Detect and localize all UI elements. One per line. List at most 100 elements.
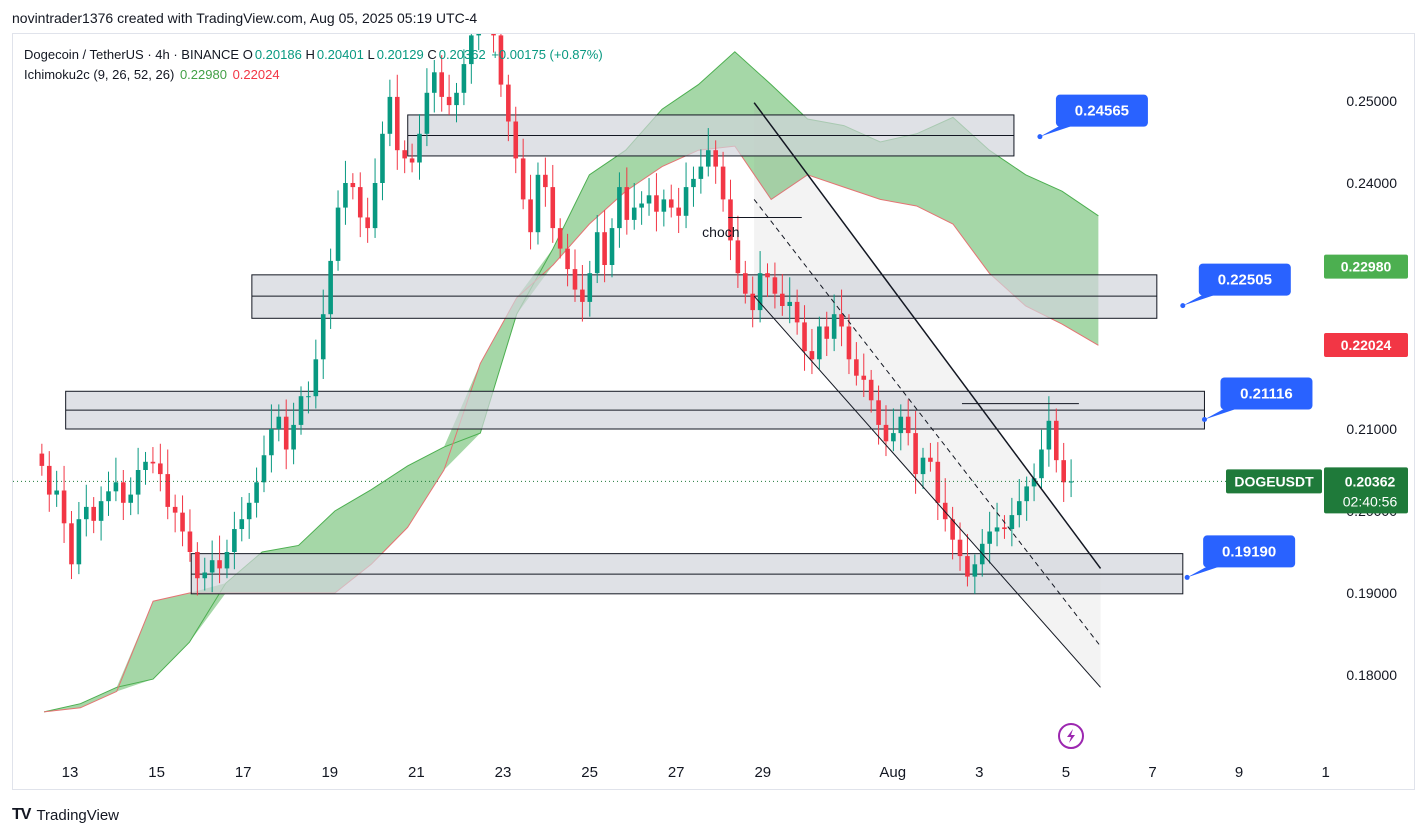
- candle: [39, 443, 45, 476]
- candle: [269, 404, 274, 473]
- candle: [165, 449, 171, 520]
- candle: [394, 74, 400, 170]
- ichimoku-cloud: [44, 51, 1099, 712]
- candle: [587, 260, 593, 317]
- candle-body: [742, 273, 748, 294]
- candle-body: [461, 64, 467, 93]
- candle: [846, 314, 852, 375]
- candle-body: [165, 474, 171, 507]
- candle-body: [224, 552, 230, 569]
- callout-box-3: [1220, 377, 1313, 410]
- callout-pointer-4: [1187, 565, 1224, 578]
- candle-body: [121, 482, 126, 503]
- candle: [291, 402, 296, 465]
- trendline-channel-upper: [753, 102, 1102, 569]
- candle: [187, 509, 193, 562]
- candle-body: [802, 322, 807, 352]
- x-tick-label: 25: [581, 764, 598, 781]
- candle: [868, 369, 874, 413]
- candle: [713, 140, 718, 184]
- candle: [728, 179, 733, 261]
- candle-body: [831, 314, 837, 339]
- candle-body: [543, 174, 548, 188]
- candle: [135, 447, 141, 515]
- x-tick-label: Aug: [879, 764, 906, 781]
- candle: [787, 277, 793, 324]
- candle: [506, 74, 511, 142]
- candle-body: [713, 150, 718, 167]
- candle: [1024, 476, 1029, 521]
- candle: [520, 138, 526, 210]
- candle: [424, 68, 430, 147]
- candle: [543, 157, 548, 207]
- candle-body: [158, 463, 163, 475]
- candle: [809, 328, 815, 375]
- candle: [454, 82, 459, 123]
- candle: [432, 60, 437, 113]
- candle: [380, 121, 385, 201]
- candle: [920, 447, 926, 489]
- candle: [631, 183, 637, 230]
- x-tick-label: 21: [408, 764, 425, 781]
- candle: [580, 265, 585, 322]
- candle: [765, 263, 770, 297]
- candle-body: [276, 416, 282, 429]
- candle: [365, 197, 370, 243]
- candle-body: [565, 248, 570, 270]
- candle: [498, 34, 504, 97]
- legend-indicator-row: Ichimoku2c (9, 26, 52, 26) 0.22980 0.220…: [24, 65, 603, 85]
- price-tag-value: 0.20362: [1345, 473, 1396, 489]
- candle-body: [217, 560, 222, 569]
- candle-body: [209, 560, 215, 573]
- callout-pointer-2: [1182, 293, 1219, 306]
- candle-body: [557, 228, 563, 249]
- candle-body: [728, 199, 733, 241]
- candle-body: [809, 351, 815, 360]
- candle: [854, 342, 859, 386]
- candle-body: [965, 556, 970, 577]
- candle: [91, 497, 96, 534]
- candle-body: [787, 301, 793, 306]
- candle-body: [920, 457, 926, 475]
- candle-body: [365, 217, 370, 229]
- candle-body: [528, 199, 533, 233]
- candle: [831, 294, 837, 352]
- candle: [742, 260, 748, 304]
- candle-body: [39, 453, 45, 466]
- candle-body: [898, 416, 904, 434]
- chart-frame[interactable]: [12, 33, 1415, 790]
- candle: [891, 408, 896, 452]
- candle: [357, 172, 363, 238]
- candle: [143, 451, 148, 485]
- candle-body: [269, 429, 274, 456]
- candle: [535, 162, 541, 245]
- legend-ohlc-row: Dogecoin / TetherUS · 4h · BINANCE O 0.20…: [24, 45, 603, 65]
- candle: [276, 404, 282, 442]
- candle-body: [239, 519, 245, 530]
- footer-brand: TV TradingView: [12, 806, 119, 824]
- candle-body: [839, 314, 844, 327]
- candle-body: [705, 150, 711, 167]
- candle: [676, 187, 681, 234]
- candle-body: [439, 72, 444, 97]
- candle-body: [83, 506, 89, 520]
- candle-body: [846, 326, 852, 360]
- price-tag-countdown: 02:40:56: [1343, 493, 1398, 509]
- candle-body: [1053, 420, 1059, 461]
- candle: [624, 167, 630, 235]
- candle-body: [868, 379, 874, 401]
- callout-label-2: 0.22505: [1218, 272, 1272, 289]
- candle: [750, 276, 755, 328]
- candle-body: [580, 289, 585, 302]
- candle: [839, 289, 844, 347]
- candle-body: [891, 433, 896, 442]
- candle: [639, 191, 644, 225]
- candle-body: [313, 359, 319, 397]
- candle-body: [617, 187, 622, 229]
- candle-body: [646, 195, 652, 204]
- candle-body: [1061, 460, 1066, 483]
- legend-high-label: H: [305, 47, 315, 62]
- candle: [158, 443, 163, 492]
- candle-body: [143, 461, 148, 470]
